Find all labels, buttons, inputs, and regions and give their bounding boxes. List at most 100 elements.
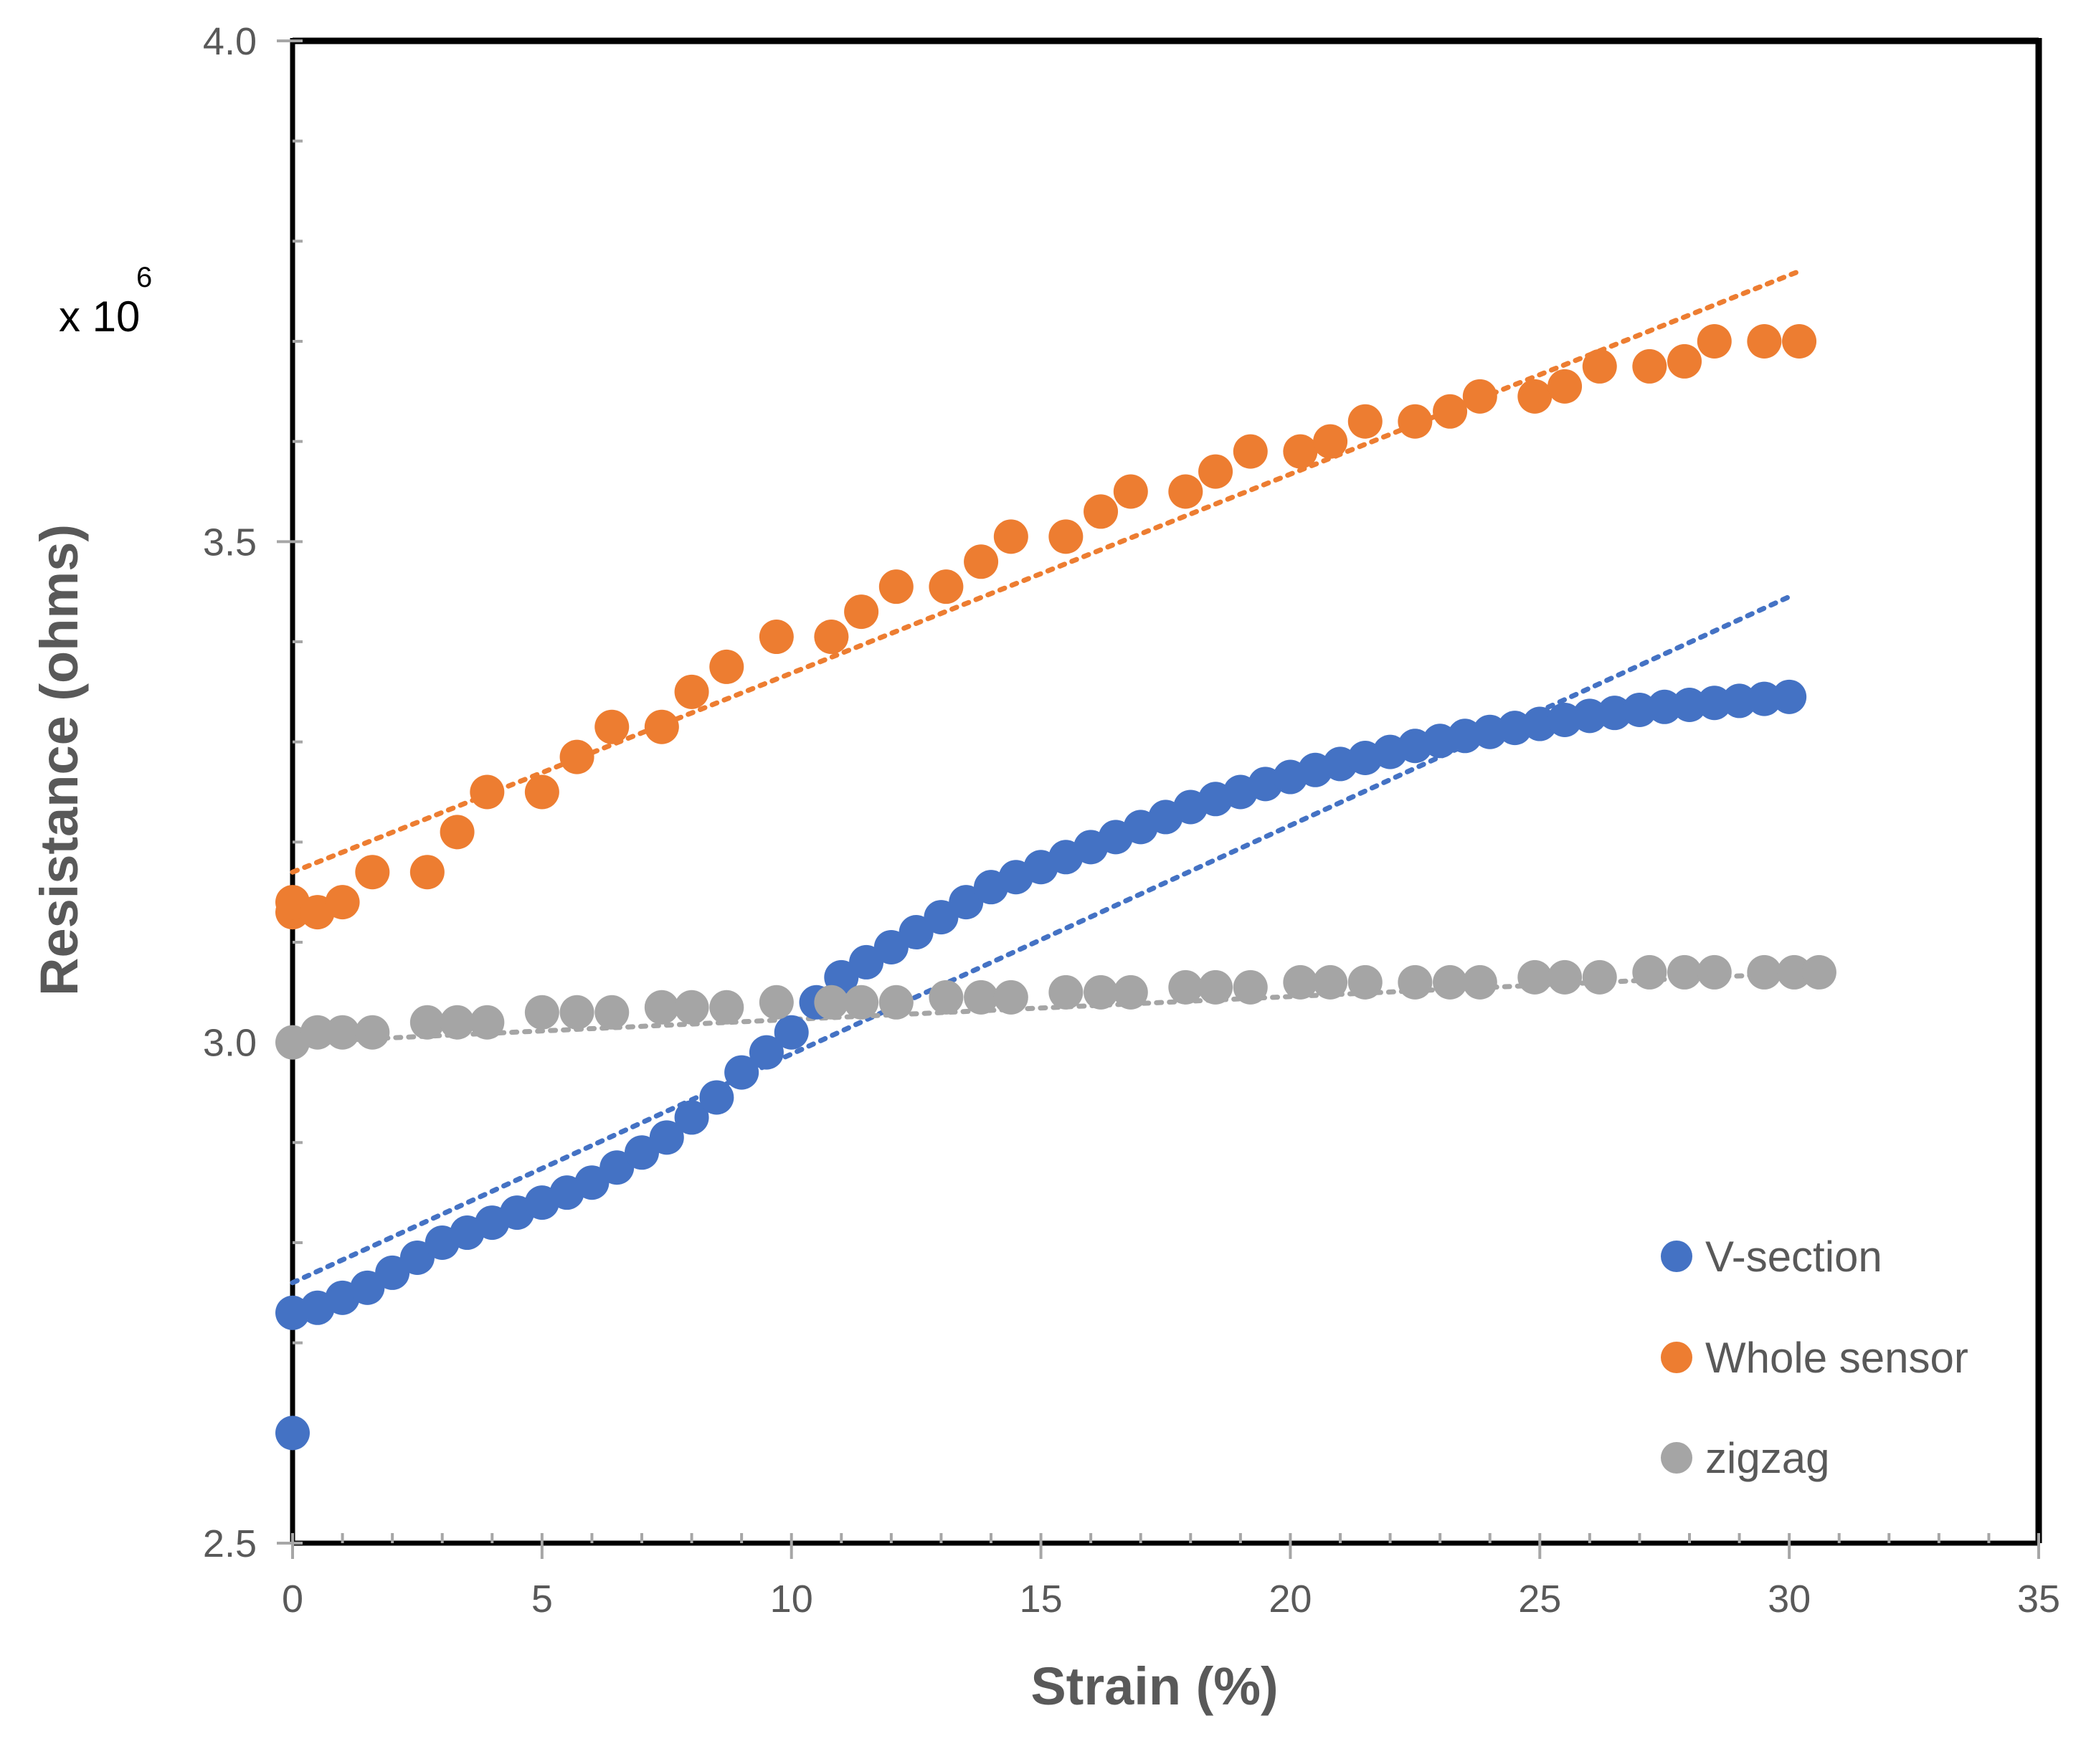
data-point-v-section: [1722, 683, 1757, 719]
data-point-zigzag: [1233, 969, 1268, 1005]
data-point-zigzag: [993, 980, 1028, 1015]
data-point-whole-sensor: [1747, 324, 1782, 359]
y-tick-label: 3.0: [203, 1022, 257, 1065]
legend-label-whole-sensor: Whole sensor: [1705, 1334, 1968, 1382]
data-point-zigzag: [1283, 964, 1318, 1000]
data-point-v-section: [375, 1255, 410, 1290]
legend-item-whole-sensor: Whole sensor: [1661, 1334, 1968, 1382]
data-point-whole-sensor: [993, 519, 1028, 554]
data-point-whole-sensor: [470, 774, 505, 810]
data-point-zigzag: [1801, 954, 1836, 990]
data-point-v-section: [649, 1120, 684, 1155]
data-point-whole-sensor: [1398, 404, 1433, 439]
data-point-whole-sensor: [1632, 348, 1667, 384]
data-point-whole-sensor: [1667, 343, 1702, 379]
legend: V-section Whole sensor zigzag: [1661, 1233, 1968, 1482]
data-point-zigzag: [709, 990, 744, 1025]
legend-marker-v-section: [1661, 1241, 1692, 1272]
data-point-whole-sensor: [1084, 494, 1119, 529]
data-point-whole-sensor: [709, 649, 744, 684]
legend-label-zigzag: zigzag: [1705, 1434, 1829, 1482]
data-point-whole-sensor: [929, 569, 964, 604]
data-point-zigzag: [1667, 954, 1702, 990]
data-point-zigzag: [1084, 975, 1119, 1010]
data-point-zigzag: [300, 1015, 335, 1050]
data-point-whole-sensor: [1462, 379, 1497, 414]
tick-labels-layer: 2.5 3.0 3.5 4.0 0 5 10 15 20 25 30 35: [203, 20, 2060, 1621]
data-point-v-section: [724, 1055, 759, 1090]
data-point-zigzag: [440, 1005, 475, 1040]
data-point-zigzag: [1113, 975, 1148, 1010]
x-tick-label: 30: [1768, 1578, 1811, 1621]
x-tick-label: 35: [2017, 1578, 2060, 1621]
data-point-whole-sensor: [1233, 434, 1268, 469]
legend-marker-zigzag: [1661, 1442, 1692, 1474]
data-point-zigzag: [1168, 969, 1203, 1005]
data-point-whole-sensor: [1113, 474, 1148, 509]
y-axis-title: Resistance (ohms): [29, 524, 89, 996]
data-point-v-section: [924, 900, 959, 935]
data-point-whole-sensor: [1547, 369, 1583, 404]
data-point-v-section: [873, 929, 909, 964]
data-point-zigzag: [1697, 954, 1732, 990]
data-point-zigzag: [594, 995, 630, 1030]
y-tick-label: 4.0: [203, 20, 257, 63]
data-point-whole-sensor: [1517, 379, 1553, 414]
data-point-whole-sensor: [1168, 474, 1203, 509]
data-point-zigzag: [409, 1005, 445, 1040]
x-tick-label: 5: [531, 1578, 553, 1621]
series-whole-sensor: [275, 324, 1817, 930]
y-multiplier-label: x 10: [59, 293, 140, 341]
data-point-whole-sensor: [1582, 348, 1617, 384]
data-point-zigzag: [1582, 959, 1617, 995]
data-point-v-section: [1647, 689, 1682, 724]
data-point-whole-sensor: [759, 620, 794, 655]
trendline-whole-sensor: [290, 268, 1802, 875]
x-tick-label: 10: [770, 1578, 813, 1621]
legend-item-zigzag: zigzag: [1661, 1434, 1829, 1482]
data-point-zigzag: [1313, 964, 1348, 1000]
data-point-v-section: [674, 1100, 709, 1135]
legend-label-v-section: V-section: [1705, 1233, 1882, 1281]
data-point-zigzag: [559, 995, 594, 1030]
data-point-zigzag: [1517, 959, 1553, 995]
data-point-whole-sensor: [1782, 324, 1817, 359]
data-point-whole-sensor: [559, 739, 594, 774]
data-point-zigzag: [470, 1005, 505, 1040]
data-point-v-section: [1697, 686, 1732, 721]
data-point-whole-sensor: [1433, 394, 1468, 429]
data-point-v-section: [1672, 687, 1707, 722]
data-point-zigzag: [1433, 964, 1468, 1000]
series-v-section: [275, 679, 1807, 1451]
data-point-whole-sensor: [964, 544, 999, 579]
data-point-whole-sensor: [1283, 434, 1318, 469]
data-point-v-section: [1572, 698, 1607, 734]
data-point-v-section: [899, 915, 934, 950]
data-point-v-section: [574, 1165, 610, 1200]
data-point-v-section: [1597, 696, 1632, 731]
data-point-v-section: [849, 944, 884, 980]
data-point-v-section: [399, 1240, 435, 1275]
data-point-whole-sensor: [1048, 519, 1084, 554]
data-point-zigzag: [1462, 964, 1497, 1000]
data-point-v-section: [699, 1080, 734, 1115]
data-point-whole-sensor: [440, 815, 475, 850]
data-point-v-section: [599, 1150, 635, 1185]
trendline-zigzag: [290, 969, 1822, 1045]
data-point-zigzag: [325, 1015, 360, 1050]
data-point-v-section: [749, 1035, 784, 1070]
data-point-whole-sensor: [1198, 454, 1233, 489]
data-point-whole-sensor: [1347, 404, 1383, 439]
data-point-zigzag: [1547, 959, 1583, 995]
data-point-whole-sensor: [524, 774, 559, 810]
data-point-zigzag: [1632, 954, 1667, 990]
data-point-v-section: [1622, 692, 1657, 727]
data-point-zigzag: [759, 985, 794, 1020]
data-point-whole-sensor: [409, 855, 445, 890]
data-point-v-section: [1747, 681, 1782, 716]
data-point-zigzag: [964, 980, 999, 1015]
data-point-zigzag: [1398, 964, 1433, 1000]
data-point-zigzag: [1048, 975, 1084, 1010]
